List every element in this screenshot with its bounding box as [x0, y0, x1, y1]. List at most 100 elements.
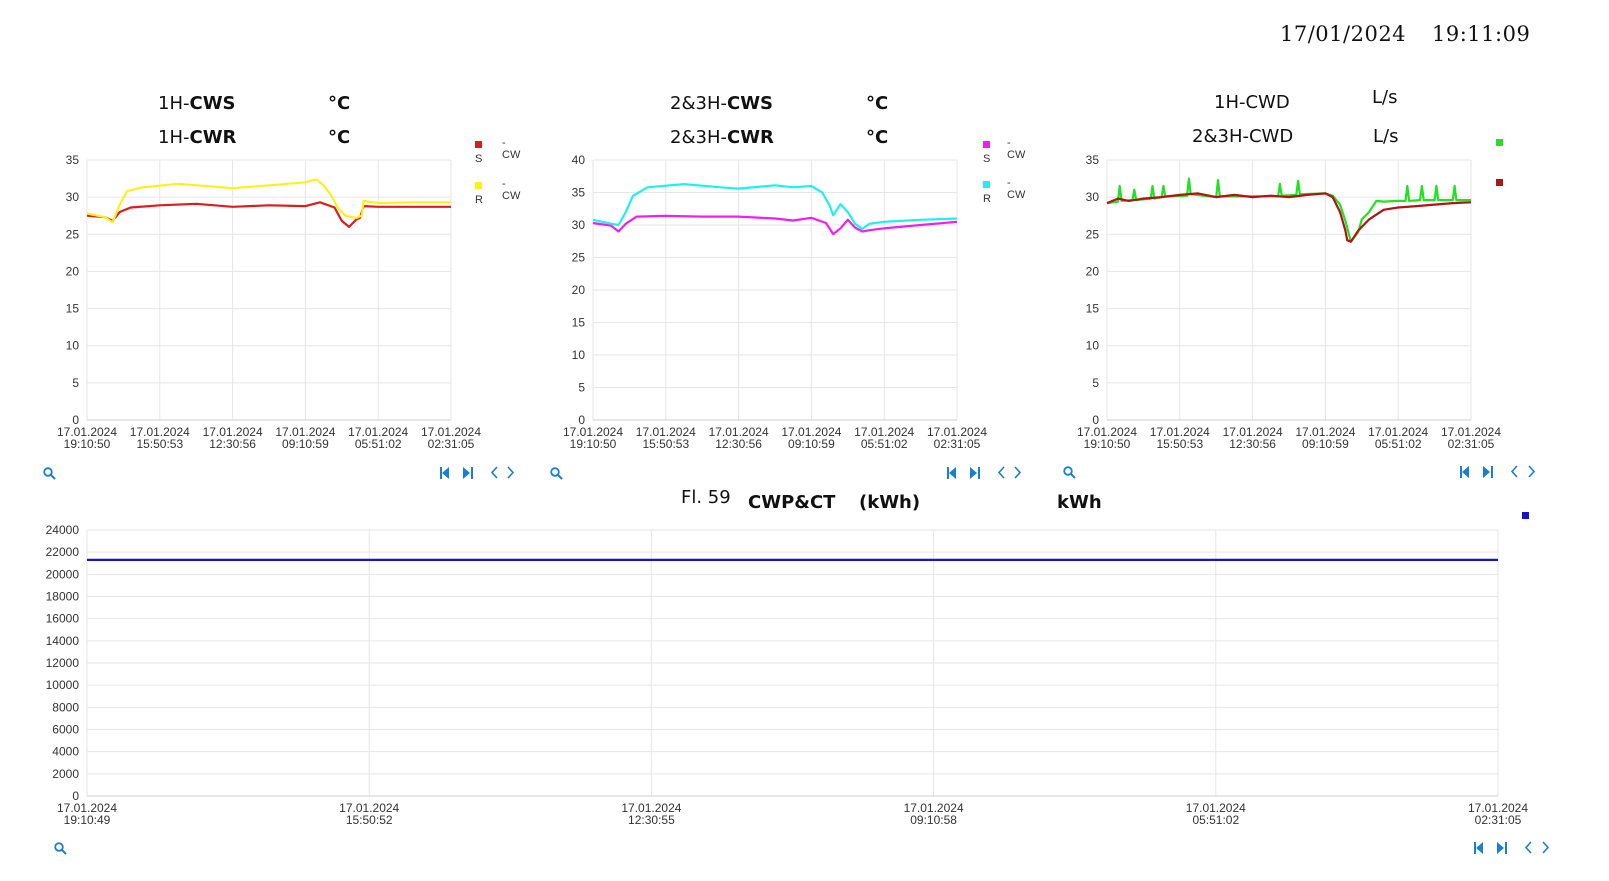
- legend-label: -CW: [1007, 177, 1026, 201]
- chart1-chevron-right-icon[interactable]: [506, 466, 515, 479]
- chart1-skip-first-icon[interactable]: [440, 467, 450, 479]
- y-tick-label: 18000: [46, 590, 80, 604]
- legend-label: -CW: [1007, 137, 1026, 161]
- legend-sublabel: S: [983, 153, 991, 165]
- y-tick-label: 25: [66, 227, 80, 241]
- x-tick-label-time: 02:31:05: [1475, 813, 1522, 827]
- y-tick-label: 22000: [46, 545, 80, 559]
- x-tick-label-date: 17.01.2024: [57, 801, 117, 815]
- series-line-1: [1106, 177, 1471, 243]
- chart2-unit-supply: °C: [866, 93, 889, 114]
- x-tick-label-time: 02:31:05: [934, 437, 981, 451]
- chart1-skip-last-icon[interactable]: [463, 467, 473, 479]
- y-tick-label: 8000: [52, 700, 79, 714]
- chart1-unit-return: °C: [328, 127, 351, 148]
- series-line-1: [86, 201, 451, 229]
- x-tick-label-date: 17.01.2024: [203, 425, 263, 439]
- x-tick-label-date: 17.01.2024: [57, 425, 117, 439]
- x-tick-label-date: 17.01.2024: [621, 801, 681, 815]
- chart3-legend-swatch-1h: [1496, 139, 1503, 146]
- chart2-chevron-right-icon[interactable]: [1013, 466, 1022, 479]
- y-tick-label: 0: [72, 413, 79, 427]
- y-tick-label: 12000: [46, 656, 80, 670]
- x-tick-label-time: 05:51:02: [355, 437, 402, 451]
- y-tick-label: 0: [578, 413, 585, 427]
- y-tick-label: 20: [66, 264, 80, 278]
- x-tick-label-date: 17.01.2024: [1468, 801, 1528, 815]
- y-tick-label: 30: [66, 190, 80, 204]
- chart2-zoom-icon[interactable]: [550, 467, 563, 480]
- x-tick-label-date: 17.01.2024: [339, 801, 399, 815]
- chart4-skip-first-icon[interactable]: [1474, 842, 1484, 854]
- time-display: 19:11:09: [1432, 22, 1531, 46]
- y-tick-label: 20: [1086, 264, 1100, 278]
- chart3-skip-first-icon[interactable]: [1460, 466, 1470, 478]
- x-tick-label-time: 12:30:56: [1229, 437, 1276, 451]
- x-tick-label-time: 02:31:05: [428, 437, 475, 451]
- x-tick-label-time: 19:10:50: [1084, 437, 1131, 451]
- legend-swatch: [983, 181, 990, 188]
- legend-sublabel: S: [475, 153, 483, 165]
- chart4-zoom-icon[interactable]: [54, 842, 67, 855]
- x-tick-label-date: 17.01.2024: [348, 425, 408, 439]
- chart4-title: CWP&CT: [748, 492, 836, 513]
- y-tick-label: 16000: [46, 612, 80, 626]
- chart4-title-prefix: Fl. 59: [681, 487, 731, 508]
- chart2-unit-return: °C: [866, 127, 889, 148]
- chart3-skip-last-icon[interactable]: [1483, 466, 1493, 478]
- date-display: 17/01/2024: [1280, 22, 1407, 46]
- x-tick-label-time: 12:30:56: [715, 437, 762, 451]
- chart3-unit-1h: L/s: [1372, 87, 1398, 108]
- y-tick-label: 20000: [46, 567, 80, 581]
- x-tick-label-time: 09:10:59: [282, 437, 329, 451]
- x-tick-label-time: 02:31:05: [1448, 437, 1495, 451]
- y-tick-label: 0: [72, 789, 79, 803]
- x-tick-label-date: 17.01.2024: [130, 425, 190, 439]
- y-tick-label: 25: [1086, 227, 1100, 241]
- y-tick-label: 4000: [52, 745, 79, 759]
- chart2-title-return: 2&3H-CWR: [670, 127, 774, 148]
- chart2-chevron-left-icon[interactable]: [997, 466, 1006, 479]
- x-tick-label-date: 17.01.2024: [1441, 425, 1501, 439]
- y-tick-label: 35: [572, 186, 586, 200]
- chart4-chevron-left-icon[interactable]: [1524, 841, 1533, 854]
- chart3-zoom-icon[interactable]: [1063, 466, 1076, 479]
- chart4-chevron-right-icon[interactable]: [1541, 841, 1550, 854]
- x-tick-label-time: 15:50:53: [1156, 437, 1203, 451]
- chart4-skip-last-icon[interactable]: [1497, 842, 1507, 854]
- chart-1h-temperature: 0510152025303517.01.202419:10:5017.01.20…: [57, 153, 481, 451]
- legend-swatch: [983, 141, 990, 148]
- chart3-title-23h: 2&3H-CWD: [1192, 126, 1294, 147]
- x-tick-label-time: 09:10:59: [788, 437, 835, 451]
- x-tick-label-time: 15:50:53: [642, 437, 689, 451]
- chart1-zoom-icon[interactable]: [43, 467, 56, 480]
- legend-label: -CW: [502, 137, 521, 161]
- x-tick-label-date: 17.01.2024: [636, 425, 696, 439]
- x-tick-label-date: 17.01.2024: [1368, 425, 1428, 439]
- chart1-chevron-left-icon[interactable]: [490, 466, 499, 479]
- chart3-unit-23h: L/s: [1373, 126, 1399, 147]
- chart3-chevron-right-icon[interactable]: [1527, 465, 1536, 478]
- y-tick-label: 5: [1092, 376, 1099, 390]
- y-tick-label: 6000: [52, 723, 79, 737]
- x-tick-label-date: 17.01.2024: [904, 801, 964, 815]
- chart3-chevron-left-icon[interactable]: [1510, 465, 1519, 478]
- x-tick-label-date: 17.01.2024: [1150, 425, 1210, 439]
- y-tick-label: 14000: [46, 634, 80, 648]
- x-tick-label-date: 17.01.2024: [781, 425, 841, 439]
- chart3-title-1h: 1H-CWD: [1214, 92, 1290, 113]
- x-tick-label-time: 09:10:58: [910, 813, 957, 827]
- chart2-skip-first-icon[interactable]: [947, 467, 957, 479]
- x-tick-label-date: 17.01.2024: [1186, 801, 1246, 815]
- x-tick-label-time: 12:30:56: [209, 437, 256, 451]
- legend-swatch: [475, 182, 482, 189]
- x-tick-label-date: 17.01.2024: [1223, 425, 1283, 439]
- chart2-skip-last-icon[interactable]: [970, 467, 980, 479]
- y-tick-label: 10000: [46, 678, 80, 692]
- y-tick-label: 24000: [46, 523, 80, 537]
- x-tick-label-time: 12:30:55: [628, 813, 675, 827]
- y-tick-label: 15: [572, 316, 586, 330]
- series-line-2: [592, 182, 958, 231]
- x-tick-label-time: 05:51:02: [1375, 437, 1422, 451]
- y-tick-label: 10: [572, 348, 586, 362]
